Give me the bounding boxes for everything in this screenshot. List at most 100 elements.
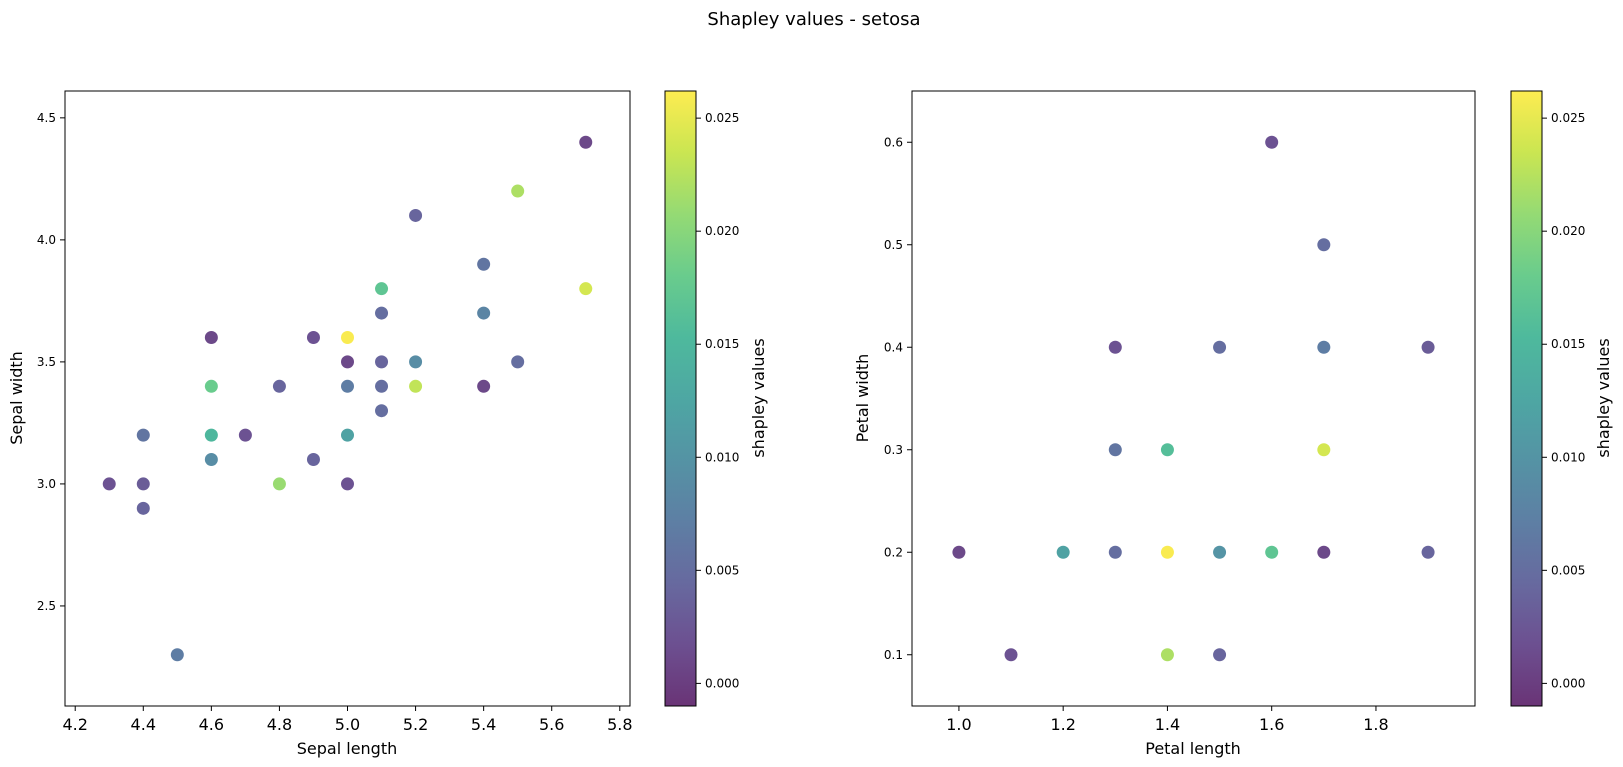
petal-data-point — [1317, 340, 1331, 354]
petal-data-point — [1160, 545, 1174, 559]
petal-colorbar-gradient — [1511, 91, 1542, 706]
petal-x-tick-label: 1.2 — [1050, 715, 1075, 734]
petal-x-tick-label: 1.0 — [946, 715, 971, 734]
sepal-x-tick-label: 4.4 — [131, 715, 156, 734]
sepal-y-tick-label: 3.0 — [37, 477, 56, 491]
petal-y-axis-label: Petal width — [853, 354, 872, 443]
sepal-data-point — [409, 355, 423, 369]
petal-data-point — [1317, 545, 1331, 559]
petal-y-axis: 0.1 0.2 0.3 0.4 0.5 0.6 — [884, 135, 912, 662]
sepal-data-point — [341, 379, 354, 393]
petal-points — [952, 135, 1435, 662]
petal-colorbar-frame — [1510, 90, 1543, 707]
petal-data-point — [1317, 238, 1331, 252]
petal-data-point — [1213, 545, 1227, 559]
sepal-data-point — [375, 404, 389, 418]
sepal-data-point — [272, 379, 286, 393]
sepal-data-point — [136, 477, 150, 491]
petal-data-point — [952, 545, 966, 559]
petal-data-point — [1265, 545, 1279, 559]
petal-x-tick-label: 1.8 — [1363, 715, 1388, 734]
sepal-y-tick-label: 3.5 — [37, 355, 56, 369]
petal-x-axis-label: Petal length — [1145, 739, 1241, 758]
sepal-data-point — [306, 330, 320, 344]
sepal-colorbar-tick-label: 0.025 — [705, 111, 739, 125]
sepal-x-tick-label: 5.6 — [539, 715, 564, 734]
sepal-y-axis-label: Sepal width — [7, 351, 26, 445]
sepal-x-tick-label: 5.0 — [335, 715, 360, 734]
sepal-x-tick-label: 4.2 — [62, 715, 87, 734]
sepal-data-point — [341, 428, 354, 442]
sepal-x-tick-label: 5.8 — [607, 715, 632, 734]
petal-colorbar-tick-label: 0.010 — [1551, 450, 1585, 464]
sepal-colorbar-label: shapley values — [749, 338, 768, 457]
petal-data-point — [1108, 545, 1122, 559]
petal-data-point — [1160, 443, 1174, 457]
sepal-y-axis: 2.5 3.0 3.5 4.0 4.5 — [37, 111, 65, 613]
sepal-plot-area — [65, 91, 630, 706]
sepal-data-point — [341, 355, 354, 369]
petal-colorbar-tick-label: 0.005 — [1551, 563, 1585, 577]
sepal-data-point — [272, 477, 286, 491]
petal-data-point — [1317, 443, 1331, 457]
petal-y-tick-label: 0.1 — [884, 648, 903, 662]
sepal-data-point — [204, 330, 218, 344]
sepal-colorbar-gradient — [665, 91, 696, 706]
petal-colorbar: 0.000 0.005 0.010 0.015 0.020 0.025 shapley v… — [1510, 90, 1613, 707]
petal-plot-area — [912, 91, 1475, 706]
sepal-y-tick-label: 2.5 — [37, 599, 56, 613]
sepal-x-axis: 4.2 4.4 4.6 4.8 5.0 5.2 5.4 5.6 5.8 — [62, 706, 633, 734]
sepal-colorbar-tick-label: 0.015 — [705, 337, 739, 351]
petal-colorbar-tick-label: 0.020 — [1551, 224, 1585, 238]
sepal-data-point — [136, 501, 150, 515]
petal-data-point — [1421, 545, 1435, 559]
petal-x-tick-label: 1.6 — [1259, 715, 1284, 734]
petal-data-point — [1108, 340, 1122, 354]
petal-colorbar-ticks: 0.000 0.005 0.010 0.015 0.020 0.025 — [1542, 111, 1585, 690]
sepal-colorbar-tick-label: 0.000 — [705, 676, 739, 690]
figure-title: Shapley values - setosa — [707, 9, 920, 30]
petal-x-axis: 1.0 1.2 1.4 1.6 1.8 — [946, 706, 1389, 734]
sepal-data-point — [511, 184, 525, 198]
sepal-data-point — [375, 379, 389, 393]
sepal-colorbar-tick-label: 0.005 — [705, 563, 739, 577]
sepal-colorbar: 0.000 0.005 0.010 0.015 0.020 0.025 shapley v… — [664, 90, 768, 707]
sepal-data-point — [204, 453, 218, 467]
petal-data-point — [1265, 135, 1279, 149]
sepal-colorbar-tick-label: 0.010 — [705, 450, 739, 464]
sepal-data-point — [204, 379, 218, 393]
sepal-data-point — [375, 282, 389, 296]
petal-colorbar-tick-label: 0.015 — [1551, 337, 1585, 351]
petal-data-point — [1160, 648, 1174, 662]
petal-data-point — [1421, 340, 1435, 354]
petal-data-point — [1056, 545, 1070, 559]
petal-plot: 1.0 1.2 1.4 1.6 1.8 0.1 0.2 0.3 0.4 0.5 0.6 Petal… — [853, 90, 1476, 758]
sepal-colorbar-tick-label: 0.020 — [705, 224, 739, 238]
sepal-data-point — [204, 428, 218, 442]
sepal-y-tick-label: 4.0 — [37, 233, 56, 247]
sepal-data-point — [511, 355, 525, 369]
sepal-data-point — [375, 306, 389, 320]
sepal-x-tick-label: 5.2 — [403, 715, 428, 734]
petal-colorbar-tick-label: 0.000 — [1551, 676, 1585, 690]
petal-data-point — [1213, 340, 1227, 354]
petal-data-point — [1108, 443, 1122, 457]
petal-plot-frame — [911, 90, 1476, 707]
petal-y-tick-label: 0.3 — [884, 443, 903, 457]
sepal-data-point — [477, 306, 491, 320]
sepal-data-point — [477, 257, 491, 271]
petal-y-tick-label: 0.5 — [884, 238, 903, 252]
petal-y-tick-label: 0.6 — [884, 135, 903, 149]
petal-y-tick-label: 0.2 — [884, 545, 903, 559]
sepal-data-point — [170, 648, 184, 662]
sepal-data-point — [341, 477, 354, 491]
sepal-data-point — [238, 428, 252, 442]
sepal-data-point — [579, 135, 593, 149]
sepal-data-point — [136, 428, 150, 442]
petal-colorbar-tick-label: 0.025 — [1551, 111, 1585, 125]
sepal-data-point — [409, 379, 423, 393]
sepal-plot: 4.2 4.4 4.6 4.8 5.0 5.2 5.4 5.6 5.8 2.5 3.0 3.5 4.0… — [7, 90, 633, 758]
sepal-colorbar-frame — [664, 90, 697, 707]
sepal-data-point — [477, 379, 491, 393]
